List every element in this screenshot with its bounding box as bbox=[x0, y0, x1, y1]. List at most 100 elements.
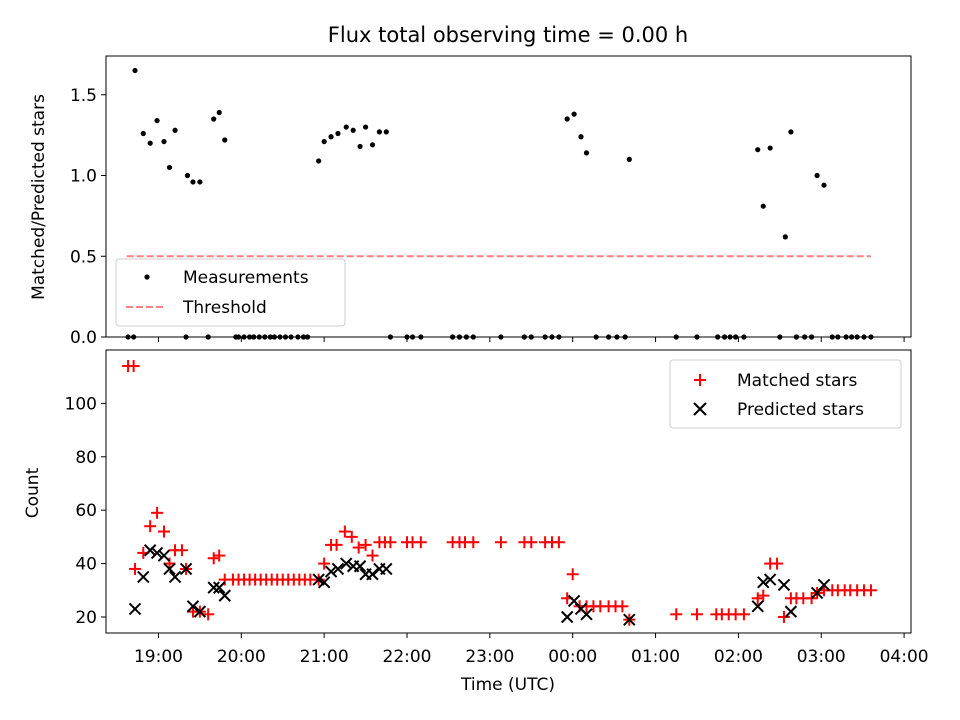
bottom-series-1-point-24 bbox=[560, 610, 574, 624]
bottom-series-1-point-16 bbox=[331, 562, 345, 576]
top-series-0-point-78 bbox=[788, 129, 794, 135]
bottom-plot-area: 20 40 60 80 100 19:00 20:00 21:00 22:00 23:00 00:0… bbox=[23, 349, 929, 695]
top-series-0-point-11 bbox=[190, 179, 196, 185]
bottom-series-0-point-9 bbox=[175, 544, 188, 557]
top-y-tick-label-0: 0.0 bbox=[70, 328, 97, 348]
top-series-0-point-16 bbox=[222, 137, 228, 143]
bottom-series-1-point-29 bbox=[751, 600, 764, 613]
bottom-series-0-point-6 bbox=[157, 525, 170, 538]
top-series-0-point-65 bbox=[626, 156, 632, 162]
bottom-series-1-point-9 bbox=[193, 605, 207, 618]
bottom-axis-ticks: 20 40 60 80 100 19:00 20:00 21:00 22:00 23:00 00:0… bbox=[65, 394, 929, 667]
bottom-series-1-point-6 bbox=[168, 570, 182, 584]
bottom-legend: Matched stars Predicted stars bbox=[669, 359, 902, 429]
bottom-series-0-point-39 bbox=[359, 538, 372, 551]
bottom-legend-box bbox=[669, 359, 902, 429]
bottom-series-0-point-53 bbox=[525, 536, 538, 549]
top-series-0-point-3 bbox=[140, 130, 146, 137]
legend-measurements-label: Measurements bbox=[183, 268, 309, 288]
bottom-x-tick-label-9: 04:00 bbox=[880, 647, 929, 667]
top-axes-frame bbox=[105, 55, 912, 338]
bottom-series-0-point-38 bbox=[352, 541, 365, 554]
bottom-series-0-point-77 bbox=[771, 557, 784, 570]
bottom-x-tick-label-5: 00:00 bbox=[548, 647, 597, 667]
bottom-series-0-point-75 bbox=[757, 589, 770, 602]
bottom-y-tick-label-0: 20 bbox=[75, 608, 97, 628]
bottom-series-1-point-12 bbox=[218, 589, 231, 602]
top-series-0-point-34 bbox=[328, 134, 334, 140]
bottom-y-tick-label-4: 100 bbox=[65, 394, 97, 414]
bottom-series-0-point-37 bbox=[345, 530, 358, 543]
bottom-series-0-point-78 bbox=[777, 610, 790, 623]
top-y-axis-label: Matched/Predicted stars bbox=[29, 94, 49, 300]
bottom-series-0-point-68 bbox=[690, 608, 703, 621]
top-series-0-point-15 bbox=[216, 109, 222, 116]
bottom-y-tick-label-2: 60 bbox=[75, 501, 97, 521]
bottom-series-0-point-2 bbox=[128, 562, 141, 575]
bottom-series-0-point-67 bbox=[670, 608, 683, 621]
bottom-series-0-point-40 bbox=[366, 549, 379, 562]
bottom-series-0-point-51 bbox=[494, 536, 507, 549]
bottom-x-tick-label-2: 21:00 bbox=[300, 647, 349, 667]
top-series-0-point-59 bbox=[578, 134, 584, 140]
top-series-0-point-60 bbox=[583, 150, 590, 156]
top-axis-ticks: 0.0 0.5 1.0 1.5 bbox=[70, 86, 905, 348]
bottom-series-1-point-27 bbox=[580, 608, 593, 621]
bottom-y-axis-label: Count bbox=[23, 467, 43, 518]
bottom-series-1-point-2 bbox=[143, 544, 157, 557]
bottom-series-1-point-21 bbox=[366, 568, 379, 581]
top-series-0-point-10 bbox=[184, 172, 191, 179]
bottom-series-0-point-58 bbox=[566, 568, 579, 581]
top-series-0-point-33 bbox=[321, 138, 327, 145]
bottom-series-1-point-35 bbox=[817, 578, 831, 592]
top-series-0-point-32 bbox=[316, 158, 322, 164]
bottom-series-1-point-33 bbox=[784, 605, 798, 618]
bottom-series-0-point-56 bbox=[552, 536, 565, 549]
top-series-0-point-57 bbox=[564, 116, 570, 122]
top-series-0-point-83 bbox=[821, 182, 827, 188]
bottom-series-1-point-1 bbox=[137, 570, 150, 584]
bottom-series-1-point-3 bbox=[150, 546, 164, 560]
bottom-series-1-point-11 bbox=[213, 581, 226, 594]
top-series-0-point-7 bbox=[166, 164, 173, 171]
top-series-0-point-42 bbox=[383, 129, 389, 135]
top-y-tick-label-3: 1.5 bbox=[70, 86, 97, 106]
bottom-series-0-point-13 bbox=[202, 608, 215, 621]
bottom-series-1-point-32 bbox=[777, 578, 791, 592]
bottom-series-0-point-91 bbox=[864, 584, 877, 597]
top-series-0-point-14 bbox=[211, 116, 217, 122]
top-series-0-point-37 bbox=[350, 127, 356, 133]
top-series-0-point-6 bbox=[161, 138, 167, 145]
bottom-series-1-point-30 bbox=[757, 576, 770, 589]
top-plot-area: 0.0 0.5 1.0 1.5 Matched/Predicted stars Mea… bbox=[29, 55, 912, 348]
legend-threshold-label: Threshold bbox=[182, 298, 267, 318]
bottom-x-tick-label-4: 23:00 bbox=[465, 647, 514, 667]
top-series-0-point-77 bbox=[782, 234, 788, 240]
bottom-series-0-point-1 bbox=[127, 360, 140, 373]
top-series-0-point-38 bbox=[357, 143, 363, 150]
bottom-x-tick-label-3: 22:00 bbox=[383, 647, 432, 667]
top-series-0-point-58 bbox=[571, 111, 577, 117]
legend-matched-marker bbox=[694, 374, 706, 386]
top-series-0-point-73 bbox=[755, 147, 761, 153]
top-series-0-point-35 bbox=[335, 130, 341, 137]
bottom-series-1-point-0 bbox=[128, 602, 142, 616]
top-series-0-point-2 bbox=[132, 67, 138, 74]
top-series-0-point-40 bbox=[369, 142, 376, 148]
bottom-series-0-point-5 bbox=[151, 506, 164, 519]
bottom-series-0-point-36 bbox=[338, 525, 351, 538]
bottom-series-1-point-14 bbox=[317, 576, 331, 589]
bottom-series-0-point-35 bbox=[330, 538, 343, 551]
legend-matched-label: Matched stars bbox=[737, 371, 857, 391]
bottom-series-0-point-15 bbox=[213, 549, 226, 562]
top-chart-title: Flux total observing time = 0.00 h bbox=[328, 23, 688, 47]
bottom-series-0-point-43 bbox=[384, 536, 397, 549]
bottom-series-1-point-28 bbox=[623, 613, 636, 626]
bottom-series-0-point-4 bbox=[144, 520, 157, 533]
legend-predicted-marker bbox=[693, 402, 707, 416]
bottom-series-1-point-10 bbox=[207, 581, 220, 594]
bottom-x-tick-label-1: 20:00 bbox=[217, 647, 266, 667]
top-series-0-point-4 bbox=[147, 140, 153, 146]
bottom-x-tick-label-0: 19:00 bbox=[134, 647, 183, 667]
